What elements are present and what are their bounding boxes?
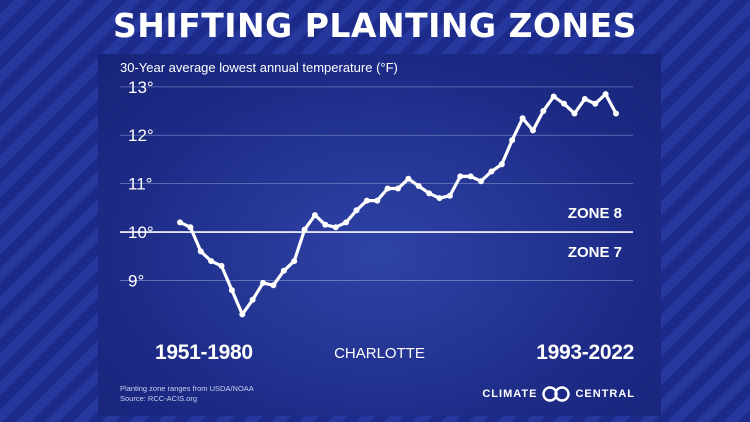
y-tick-label: 10°	[128, 223, 154, 242]
data-point	[498, 161, 505, 168]
data-point	[208, 258, 215, 265]
data-points	[177, 91, 619, 318]
data-point	[592, 100, 599, 107]
line-chart: 9° 10° 11° 12° 13° ZONE 8 ZONE 7	[120, 78, 633, 318]
note-source: Source: RCC-ACIS.org	[120, 394, 198, 403]
data-point	[405, 175, 412, 182]
data-point	[415, 183, 422, 190]
note-zone-ranges: Planting zone ranges from USDA/NOAA	[120, 384, 254, 393]
zone-7-label: ZONE 7	[568, 244, 622, 261]
logo-text-left: CLIMATE	[482, 388, 538, 400]
data-point	[374, 197, 381, 204]
data-point	[581, 95, 588, 102]
period-start-label: 1951-1980	[155, 341, 253, 364]
source-notes: Planting zone ranges from USDA/NOAA Sour…	[120, 384, 254, 404]
data-point	[239, 311, 246, 318]
data-point	[540, 108, 547, 115]
data-point	[436, 195, 443, 202]
data-point	[602, 91, 609, 98]
y-tick-label: 11°	[128, 175, 152, 194]
data-point	[519, 115, 526, 122]
location-label: CHARLOTTE	[334, 345, 425, 362]
y-tick-label: 12°	[128, 126, 154, 145]
climate-central-logo-icon	[542, 386, 571, 402]
data-point	[571, 110, 578, 117]
data-point	[197, 248, 204, 255]
data-point	[353, 207, 360, 214]
y-tick-label: 9°	[128, 271, 144, 290]
data-point	[187, 224, 194, 231]
data-point	[218, 262, 225, 269]
data-point	[280, 267, 287, 274]
y-tick-label: 13°	[128, 78, 154, 97]
logo-text-right: CENTRAL	[575, 388, 635, 400]
data-point	[426, 190, 433, 197]
data-point	[270, 282, 277, 289]
data-point	[291, 258, 298, 265]
headline: SHIFTING PLANTING ZONES	[113, 6, 637, 45]
chart-subtitle: 30-Year average lowest annual temperatur…	[120, 60, 398, 75]
chart-panel: 30-Year average lowest annual temperatur…	[98, 54, 661, 416]
grid-lines	[120, 86, 633, 281]
data-point	[613, 110, 619, 117]
data-point	[529, 127, 536, 134]
data-point	[488, 168, 495, 175]
data-point	[509, 137, 516, 144]
data-point	[301, 226, 308, 233]
y-axis-labels: 9° 10° 11° 12° 13°	[128, 78, 154, 291]
data-point	[260, 279, 267, 286]
series-line	[178, 92, 618, 316]
data-point	[384, 185, 391, 192]
data-point	[561, 100, 568, 107]
data-point	[311, 212, 318, 219]
data-point	[228, 287, 235, 294]
data-point	[467, 173, 474, 180]
data-point	[457, 173, 464, 180]
data-point	[395, 185, 401, 192]
data-point	[363, 197, 370, 204]
data-point	[343, 219, 350, 226]
climate-central-logo: CLIMATE CENTRAL	[482, 386, 635, 402]
zone-8-label: ZONE 8	[568, 205, 622, 222]
temperature-line	[178, 92, 618, 316]
data-point	[550, 93, 557, 100]
data-point	[249, 296, 256, 303]
data-point	[322, 221, 329, 228]
period-end-label: 1993-2022	[536, 341, 634, 364]
data-point	[478, 178, 485, 185]
data-point	[177, 219, 183, 226]
data-point	[446, 192, 453, 199]
data-point	[332, 224, 339, 231]
